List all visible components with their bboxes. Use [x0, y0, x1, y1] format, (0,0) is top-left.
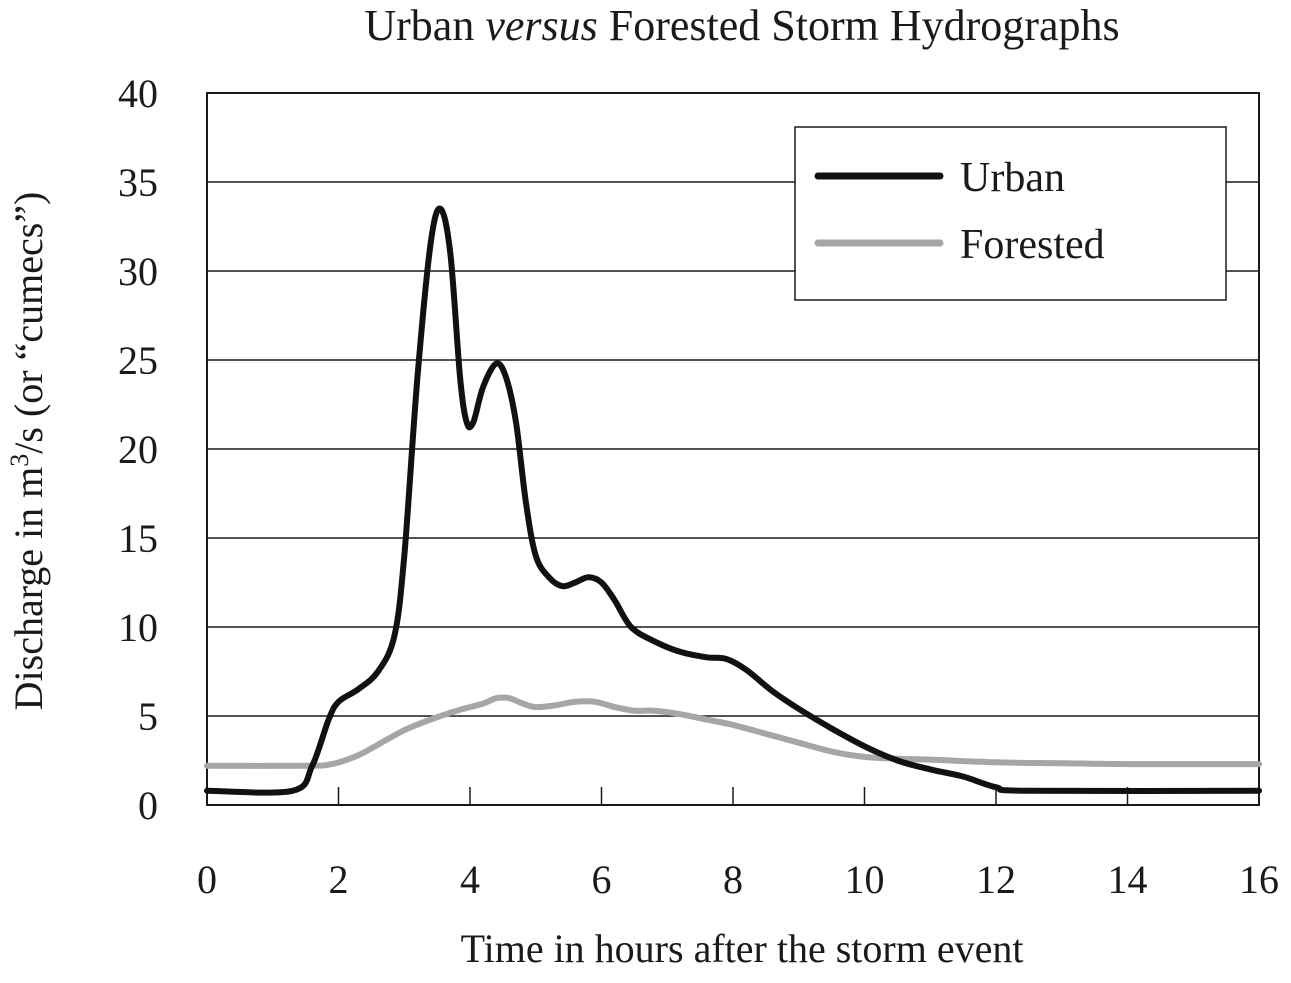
x-axis-tick-labels: 0 2 4 6 8 10 12 14 16: [197, 857, 1279, 902]
x-tick-marks: [337, 787, 1129, 805]
series-lines: [204, 205, 1262, 796]
x-tick-label-2: 2: [329, 857, 349, 902]
x-tick-label-4: 4: [460, 857, 480, 902]
chart-title-part-3: Forested Storm Hydrographs: [598, 1, 1120, 50]
x-axis-label: Time in hours after the storm event: [461, 926, 1024, 971]
legend-label-forested: Forested: [960, 222, 1105, 268]
x-tick-label-6: 6: [592, 857, 612, 902]
x-tick-label-8: 8: [723, 857, 743, 902]
y-tick-label-25: 25: [118, 338, 158, 383]
legend-label-urban: Urban: [960, 155, 1065, 201]
plot-area-frame: [206, 92, 1260, 806]
x-tick-label-10: 10: [845, 857, 885, 902]
y-tick-label-30: 30: [118, 249, 158, 294]
y-tick-label-40: 40: [118, 71, 158, 116]
y-tick-label-5: 5: [138, 694, 158, 739]
y-axis-label-unit: /s (or “cumecs”): [6, 192, 51, 454]
y-tick-label-15: 15: [118, 516, 158, 561]
y-tick-label-20: 20: [118, 427, 158, 472]
legend-box: [794, 126, 1227, 301]
y-axis-tick-labels: 0 5 10 15 20 25 30 35 40: [118, 71, 158, 828]
series-line-forested: [204, 694, 1262, 769]
y-axis-label: Discharge in m3/s (or “cumecs”): [5, 192, 51, 711]
y-tick-label-10: 10: [118, 605, 158, 650]
y-tick-label-0: 0: [138, 783, 158, 828]
x-tick-label-14: 14: [1108, 857, 1148, 902]
y-tick-label-35: 35: [118, 160, 158, 205]
y-axis-label-superscript: 3: [5, 454, 34, 467]
x-tick-label-0: 0: [197, 857, 217, 902]
series-line-urban: [204, 205, 1262, 796]
x-tick-label-12: 12: [976, 857, 1016, 902]
chart-title-part-2: versus: [485, 1, 597, 50]
legend: Urban Forested: [794, 126, 1227, 301]
chart-title-part-1: Urban: [364, 1, 485, 50]
x-tick-label-16: 16: [1239, 857, 1279, 902]
chart-title: Urban versus Forested Storm Hydrographs: [364, 1, 1119, 50]
y-axis-label-main: Discharge in m: [6, 467, 51, 711]
